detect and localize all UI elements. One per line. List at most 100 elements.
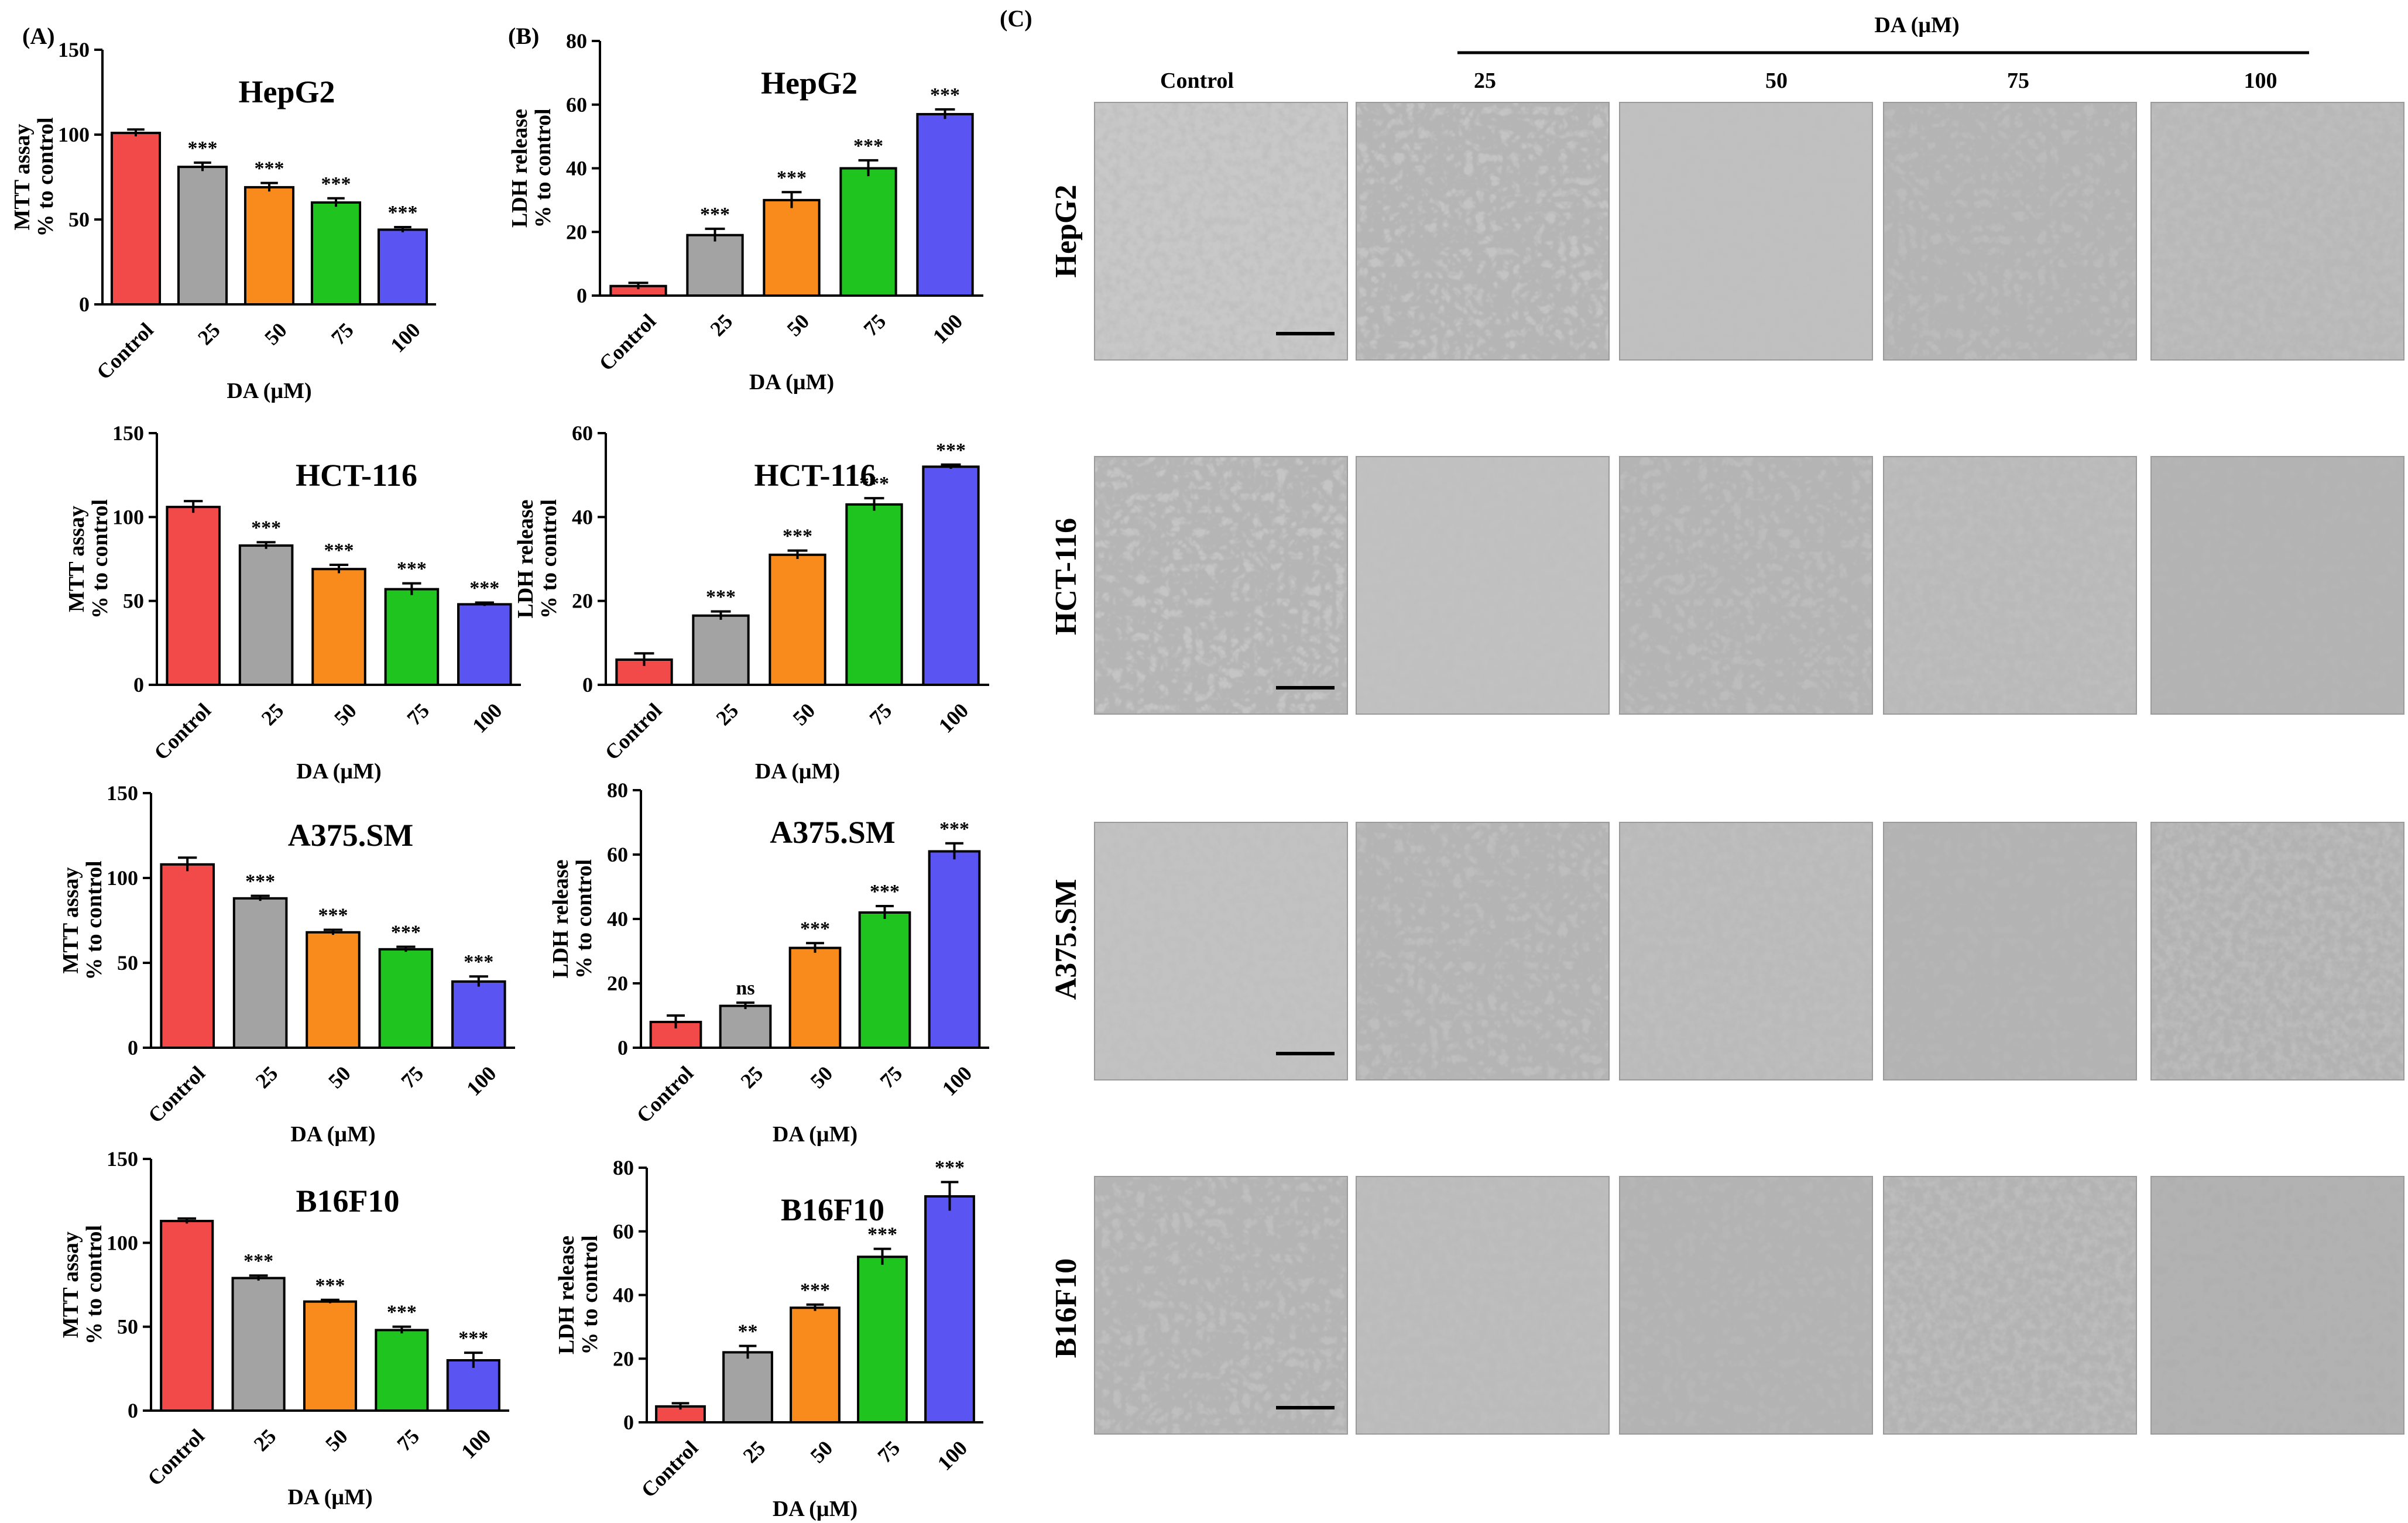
significance-label: ns bbox=[736, 977, 754, 999]
y-tick-label: 0 bbox=[623, 1411, 634, 1434]
bar bbox=[160, 863, 215, 1049]
y-tick-label: 0 bbox=[133, 673, 144, 697]
y-tick-label: 0 bbox=[582, 673, 593, 697]
row-label-a375sm: A375.SM bbox=[1049, 879, 1083, 1000]
micrograph-border bbox=[1356, 102, 1610, 361]
x-tick-label: 100 bbox=[938, 1061, 976, 1100]
bar bbox=[922, 465, 980, 686]
cell-texture bbox=[2151, 1176, 2404, 1434]
x-tick-label: 50 bbox=[321, 1424, 352, 1456]
bar bbox=[845, 503, 903, 686]
micrograph-hct116-100 bbox=[2150, 456, 2404, 715]
x-tick-label: 25 bbox=[193, 318, 225, 349]
micrograph-border bbox=[1883, 822, 2137, 1080]
micrograph-border bbox=[2150, 456, 2404, 715]
y-axis-label-line1: MTT assay bbox=[59, 1232, 83, 1338]
bar bbox=[722, 1351, 773, 1423]
column-label-control: Control bbox=[1160, 68, 1234, 93]
significance-label: *** bbox=[939, 818, 969, 840]
x-tick-label: 100 bbox=[468, 698, 506, 737]
x-tick-label: 25 bbox=[251, 1061, 283, 1093]
cell-texture bbox=[1095, 1176, 1347, 1434]
bar bbox=[769, 553, 826, 686]
y-axis-label-line2: % to control bbox=[531, 108, 555, 228]
chart-title: A375.SM bbox=[288, 818, 414, 853]
bar bbox=[378, 948, 434, 1049]
significance-label: *** bbox=[859, 473, 889, 495]
y-tick-label: 20 bbox=[613, 1347, 634, 1370]
bar bbox=[243, 186, 295, 306]
bar bbox=[306, 931, 361, 1049]
y-tick-label: 60 bbox=[572, 421, 593, 445]
y-tick-label: 0 bbox=[577, 284, 587, 307]
chart-b-b16f10: 0 20 40 60 80 Control ** 25 *** 50 *** 75 *** 100 B16F… bbox=[554, 1156, 983, 1521]
micrograph-b16f10-control bbox=[1094, 1176, 1348, 1435]
significance-label: *** bbox=[853, 135, 883, 157]
micrograph-border bbox=[2150, 102, 2404, 361]
column-label-25: 25 bbox=[1474, 68, 1496, 93]
significance-label: *** bbox=[387, 1302, 417, 1323]
y-tick-label: 150 bbox=[58, 38, 90, 61]
micrograph-hct116-control bbox=[1094, 456, 1348, 715]
x-tick-label: 25 bbox=[736, 1061, 768, 1093]
micrograph-b16f10-50 bbox=[1619, 1176, 1873, 1435]
chart-title: HepG2 bbox=[761, 66, 857, 101]
micrograph-border bbox=[1619, 822, 1873, 1080]
cell-texture bbox=[1884, 1176, 2136, 1434]
significance-label: *** bbox=[935, 1157, 965, 1178]
y-axis-label-line2: % to control bbox=[572, 859, 596, 979]
x-tick-label: 75 bbox=[859, 309, 891, 341]
bar bbox=[177, 166, 228, 306]
bar bbox=[788, 946, 842, 1049]
cell-texture bbox=[1884, 822, 2136, 1080]
micrograph-border bbox=[2150, 1176, 2404, 1435]
bar bbox=[857, 1256, 908, 1423]
y-tick-label: 20 bbox=[572, 589, 593, 613]
micrograph-border bbox=[1883, 102, 2137, 361]
significance-label: *** bbox=[706, 586, 736, 608]
x-axis-label: DA (µM) bbox=[773, 1497, 857, 1521]
significance-label: *** bbox=[321, 173, 351, 195]
charts: 0 50 100 150 Control *** 25 *** 50 *** 75 *** 100 Hep… bbox=[10, 29, 989, 1521]
micrograph-b16f10-75 bbox=[1883, 1176, 2137, 1435]
x-tick-label: 25 bbox=[249, 1424, 281, 1456]
cell-texture bbox=[1095, 102, 1347, 360]
micrograph-border bbox=[1883, 1176, 2137, 1435]
cell-texture bbox=[2151, 457, 2404, 714]
micrograph-b16f10-25 bbox=[1356, 1176, 1610, 1435]
significance-label: *** bbox=[469, 578, 499, 599]
x-tick-label: 100 bbox=[933, 1436, 972, 1474]
significance-label: *** bbox=[243, 1250, 273, 1272]
significance-label: *** bbox=[936, 440, 966, 461]
micrograph-border bbox=[1619, 102, 1873, 361]
bar bbox=[375, 1329, 429, 1412]
bar bbox=[763, 198, 821, 297]
cell-texture bbox=[1356, 102, 1609, 360]
y-tick-label: 100 bbox=[107, 1231, 138, 1254]
column-label-75: 75 bbox=[2007, 68, 2029, 93]
micrograph-border bbox=[1094, 456, 1348, 715]
x-tick-label: 50 bbox=[260, 318, 291, 349]
y-tick-label: 40 bbox=[613, 1284, 634, 1307]
significance-label: *** bbox=[251, 517, 281, 538]
chart-b-hepg2: 0 20 40 60 80 Control *** 25 *** 50 *** 75 *** 100 Hep… bbox=[507, 29, 983, 395]
x-tick-label: Control bbox=[143, 1061, 210, 1127]
micrograph-border bbox=[1619, 1176, 1873, 1435]
x-tick-label: 50 bbox=[788, 698, 820, 730]
y-tick-label: 50 bbox=[117, 1315, 138, 1339]
row-label-b16f10: B16F10 bbox=[1049, 1258, 1083, 1358]
bar bbox=[238, 544, 294, 686]
y-axis-label-line1: MTT assay bbox=[10, 124, 35, 231]
y-axis-label-line2: % to control bbox=[33, 117, 58, 236]
significance-label: *** bbox=[800, 1280, 830, 1301]
micrograph-hct116-50 bbox=[1619, 456, 1873, 715]
bar bbox=[692, 614, 750, 686]
y-tick-label: 0 bbox=[618, 1036, 628, 1059]
cell-texture bbox=[1620, 1176, 1872, 1434]
x-tick-label: 75 bbox=[876, 1061, 907, 1093]
micrograph-hct116-25 bbox=[1356, 456, 1610, 715]
micrograph-border bbox=[1094, 822, 1348, 1080]
cell-texture bbox=[2151, 102, 2404, 360]
y-tick-label: 100 bbox=[112, 505, 144, 529]
x-tick-label: 50 bbox=[324, 1061, 355, 1093]
